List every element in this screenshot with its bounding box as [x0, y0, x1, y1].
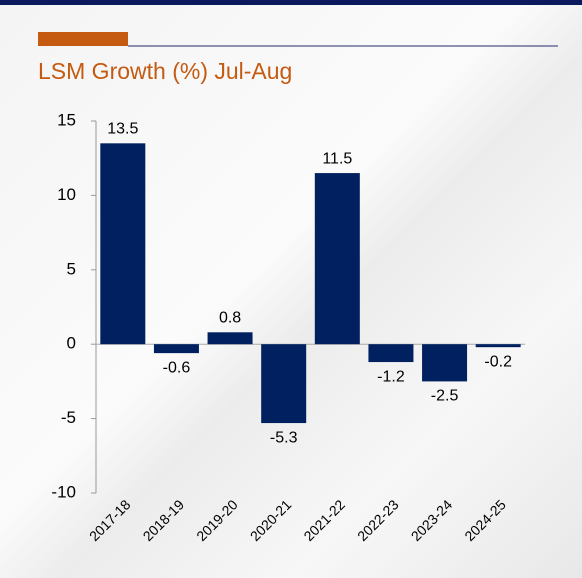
bar [368, 344, 414, 363]
value-label: -0.6 [163, 359, 191, 376]
bar [153, 344, 199, 354]
bar [314, 173, 360, 345]
y-tick-label: -5 [61, 408, 76, 427]
y-tick-label: 10 [57, 185, 76, 204]
value-label: 11.5 [322, 150, 352, 167]
y-tick-label: 5 [67, 259, 76, 278]
bar [422, 344, 468, 382]
value-label: -1.2 [377, 368, 405, 385]
y-tick-label: 15 [57, 110, 76, 129]
bar [207, 332, 253, 345]
accent-block [38, 32, 128, 46]
value-label: -5.3 [270, 429, 298, 446]
value-label: -0.2 [484, 353, 512, 370]
top-bar [0, 0, 582, 5]
value-label: 0.8 [219, 310, 241, 327]
value-label: -2.5 [431, 388, 459, 405]
y-tick-label: 0 [67, 334, 76, 353]
chart-title: LSM Growth (%) Jul-Aug [38, 58, 292, 84]
y-tick-label: -10 [51, 482, 76, 501]
value-label: 13.5 [107, 121, 138, 138]
bar [100, 143, 146, 345]
bar [475, 344, 521, 348]
bar [261, 344, 307, 424]
